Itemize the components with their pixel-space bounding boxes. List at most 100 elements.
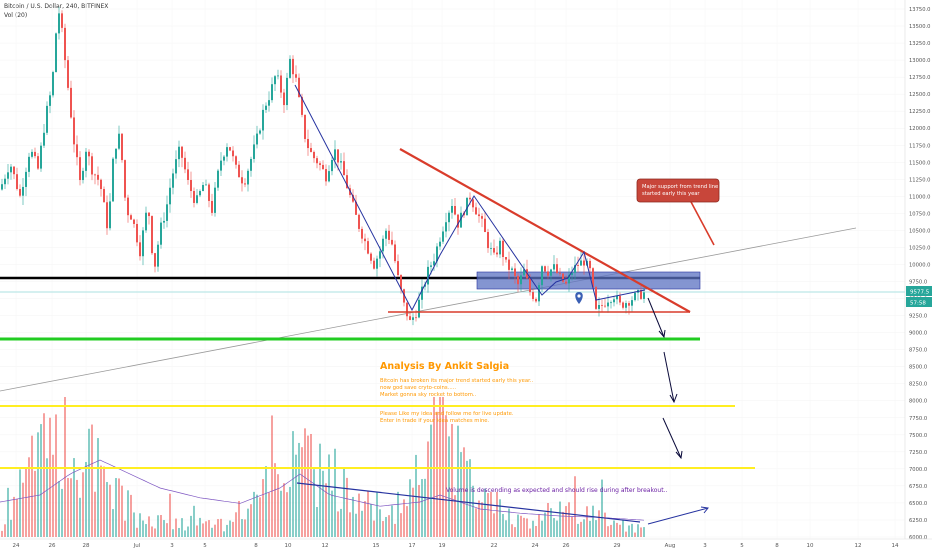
volume-bar: [538, 514, 540, 537]
volume-bar: [82, 472, 84, 537]
volume-bar: [184, 530, 186, 537]
volume-bar: [163, 520, 165, 537]
volume-bar: [553, 518, 555, 537]
volume-bar: [346, 477, 348, 537]
candle-body: [364, 238, 366, 242]
volume-bar: [601, 479, 603, 537]
symbol-title: Bitcoin / U.S. Dollar, 240, BITFINEX: [4, 3, 109, 10]
volume-bar: [19, 469, 21, 537]
candle-body: [190, 179, 192, 192]
candle-body: [151, 216, 153, 254]
location-pin-icon[interactable]: [575, 292, 583, 304]
candle-body: [607, 302, 609, 307]
triangle-upper-line[interactable]: [399, 148, 691, 313]
volume-bar: [52, 454, 54, 537]
candle-body: [622, 302, 624, 308]
volume-bar: [247, 508, 249, 537]
volume-bar: [403, 499, 405, 537]
candle-body: [211, 200, 213, 213]
volume-bar: [427, 441, 429, 537]
candle-body: [286, 77, 288, 106]
candle-body: [301, 97, 303, 115]
candle-body: [550, 269, 552, 276]
candle-body: [472, 199, 474, 208]
candle-body: [88, 151, 90, 157]
candle-body: [535, 298, 537, 302]
volume-bar: [604, 512, 606, 537]
candle-body: [361, 228, 363, 239]
candle-body: [628, 303, 630, 306]
candle-body: [13, 166, 15, 175]
volume-bar: [118, 478, 120, 537]
volume-bar: [574, 476, 576, 537]
candle-body: [259, 130, 261, 134]
candle-body: [130, 215, 132, 220]
candle-body: [58, 13, 60, 34]
price-tick-label: 13750.0: [909, 7, 930, 13]
volume-bar: [127, 490, 129, 537]
volume-bar: [169, 493, 171, 537]
candle-body: [382, 238, 384, 252]
candle-body: [400, 275, 402, 290]
price-tick-label: 7750.0: [909, 416, 927, 422]
volume-bar: [175, 518, 177, 537]
volume-bar: [4, 524, 6, 537]
price-tick-label: 11250.0: [909, 177, 930, 183]
volume-bar: [445, 415, 447, 537]
callout-box[interactable]: [636, 178, 720, 203]
candle-body: [331, 159, 333, 172]
candle-body: [10, 166, 12, 173]
volume-bar: [406, 506, 408, 537]
candle-body: [241, 177, 243, 184]
volume-bar: [487, 493, 489, 537]
volume-bar: [139, 513, 141, 537]
projection-arrows: [647, 297, 683, 460]
candle-body: [319, 163, 321, 165]
candle-body: [292, 58, 294, 75]
candle-body: [289, 58, 291, 78]
pattern-zigzag[interactable]: [294, 84, 646, 312]
price-tick-label: 12000.0: [909, 126, 930, 132]
volume-bar: [559, 501, 561, 537]
volume-bar: [220, 518, 222, 537]
candle-body: [202, 184, 204, 192]
price-tick-label: 10000.0: [909, 262, 930, 268]
volume-note: Volume is descending as expected and sho…: [446, 487, 667, 494]
resistance-zone[interactable]: [476, 271, 701, 290]
price-scale[interactable]: 13750.0 13500.0 13250.0 13000.0 12750.0 12500…: [904, 0, 930, 541]
candle-body: [163, 220, 165, 223]
candle-body: [136, 223, 138, 243]
candle-body: [55, 33, 57, 73]
volume-bar: [292, 431, 294, 537]
candle-body: [7, 172, 9, 179]
volume-bar: [91, 424, 93, 537]
candle-body: [394, 244, 396, 262]
candle-body: [592, 268, 594, 288]
time-axis[interactable]: 24 26 28 Jul 3 5 8 10 12 15 17 19 22 24 26 29 Aug 3 5 8 10 12…: [13, 543, 899, 549]
candle-body: [547, 271, 549, 276]
time-tick-label: 17: [409, 543, 416, 549]
candle-body: [46, 105, 48, 133]
volume-bar: [367, 491, 369, 537]
candle-body: [310, 148, 312, 152]
volume-bar: [430, 424, 432, 537]
candle-body: [262, 109, 264, 131]
analysis-line-1: Bitcoin has broken its major trend start…: [380, 378, 533, 384]
volume-bar: [508, 508, 510, 537]
candle-body: [496, 252, 498, 255]
candle-body: [175, 159, 177, 174]
volume-bar: [280, 490, 282, 537]
volume-bar: [565, 506, 567, 537]
volume-bar: [517, 514, 519, 537]
volume-bar: [331, 490, 333, 537]
price-tick-label: 13500.0: [909, 24, 930, 30]
volume-bar: [577, 523, 579, 537]
candle-body: [346, 175, 348, 189]
volume-trendline[interactable]: [296, 482, 641, 523]
price-tick-label: 11500.0: [909, 160, 930, 166]
volume-bar: [562, 511, 564, 537]
candle-body: [106, 202, 108, 229]
long-term-trendline[interactable]: [0, 227, 857, 392]
volume-bar: [379, 509, 381, 537]
